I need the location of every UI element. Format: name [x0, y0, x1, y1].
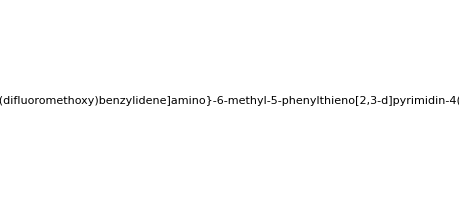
- Text: 3-{[4-(difluoromethoxy)benzylidene]amino}-6-methyl-5-phenylthieno[2,3-d]pyrimidi: 3-{[4-(difluoromethoxy)benzylidene]amino…: [0, 96, 459, 106]
